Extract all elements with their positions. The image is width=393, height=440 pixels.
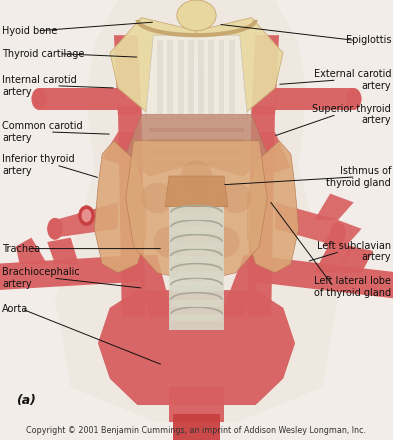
Text: Internal carotid
artery: Internal carotid artery [2, 75, 77, 97]
Ellipse shape [208, 227, 240, 257]
Ellipse shape [82, 209, 91, 222]
Polygon shape [275, 88, 354, 110]
Polygon shape [173, 414, 220, 440]
Ellipse shape [346, 88, 362, 110]
Ellipse shape [47, 218, 63, 240]
Polygon shape [171, 256, 222, 263]
Text: Left subclavian
artery: Left subclavian artery [317, 241, 391, 263]
Polygon shape [39, 88, 118, 110]
Polygon shape [248, 141, 299, 273]
Ellipse shape [181, 161, 212, 191]
Ellipse shape [181, 196, 212, 227]
Ellipse shape [31, 88, 47, 110]
Polygon shape [252, 255, 393, 299]
Polygon shape [165, 176, 228, 207]
Polygon shape [55, 202, 118, 238]
Text: Hyoid bone: Hyoid bone [2, 26, 57, 36]
Text: Epiglottis: Epiglottis [345, 36, 391, 45]
Polygon shape [198, 40, 204, 114]
Polygon shape [229, 40, 235, 114]
Polygon shape [157, 40, 163, 114]
Polygon shape [169, 207, 224, 330]
Polygon shape [171, 242, 222, 249]
Polygon shape [252, 132, 291, 176]
Polygon shape [252, 35, 279, 114]
Text: Common carotid
artery: Common carotid artery [2, 121, 83, 143]
Polygon shape [134, 255, 173, 317]
Polygon shape [110, 18, 196, 119]
Polygon shape [94, 141, 145, 273]
Polygon shape [171, 314, 222, 321]
Polygon shape [171, 213, 222, 220]
Text: Thyroid cartilage: Thyroid cartilage [2, 49, 84, 59]
Polygon shape [16, 238, 47, 264]
Polygon shape [0, 255, 141, 290]
Polygon shape [322, 220, 362, 246]
Polygon shape [118, 106, 145, 317]
Ellipse shape [330, 222, 346, 244]
Polygon shape [196, 18, 283, 119]
Polygon shape [47, 238, 79, 264]
Ellipse shape [79, 205, 94, 225]
Polygon shape [126, 114, 267, 176]
Polygon shape [169, 387, 224, 422]
Polygon shape [220, 255, 267, 317]
Polygon shape [98, 290, 295, 405]
Polygon shape [149, 161, 244, 165]
Polygon shape [55, 0, 338, 422]
Polygon shape [208, 40, 214, 114]
Polygon shape [167, 40, 173, 114]
Polygon shape [171, 227, 222, 234]
Ellipse shape [153, 227, 185, 257]
Polygon shape [149, 139, 244, 143]
Polygon shape [219, 40, 224, 114]
Polygon shape [171, 271, 222, 278]
Text: Superior thyroid
artery: Superior thyroid artery [312, 103, 391, 125]
Polygon shape [275, 202, 338, 246]
Polygon shape [314, 242, 354, 273]
Text: Brachiocephalic
artery: Brachiocephalic artery [2, 267, 80, 289]
Polygon shape [188, 40, 194, 114]
Polygon shape [248, 106, 275, 317]
Polygon shape [149, 150, 244, 154]
Polygon shape [338, 246, 373, 273]
Text: Trachea: Trachea [2, 244, 40, 253]
Text: Left lateral lobe
of thyroid gland: Left lateral lobe of thyroid gland [314, 276, 391, 298]
Ellipse shape [177, 0, 216, 31]
Polygon shape [178, 40, 184, 114]
Ellipse shape [220, 183, 252, 213]
Text: (a): (a) [16, 394, 36, 407]
Text: Isthmus of
thyroid gland: Isthmus of thyroid gland [326, 166, 391, 188]
Text: External carotid
artery: External carotid artery [314, 69, 391, 91]
Polygon shape [149, 128, 244, 132]
Polygon shape [126, 141, 267, 282]
Text: Copyright © 2001 Benjamin Cummings, an imprint of Addison Wesley Longman, Inc.: Copyright © 2001 Benjamin Cummings, an i… [26, 426, 367, 435]
Ellipse shape [141, 183, 173, 213]
Polygon shape [171, 285, 222, 292]
Polygon shape [102, 132, 141, 167]
Text: Aorta: Aorta [2, 304, 28, 314]
Polygon shape [145, 35, 248, 119]
Text: Inferior thyroid
artery: Inferior thyroid artery [2, 154, 75, 176]
Polygon shape [114, 35, 141, 114]
Polygon shape [171, 300, 222, 307]
Polygon shape [314, 194, 354, 220]
